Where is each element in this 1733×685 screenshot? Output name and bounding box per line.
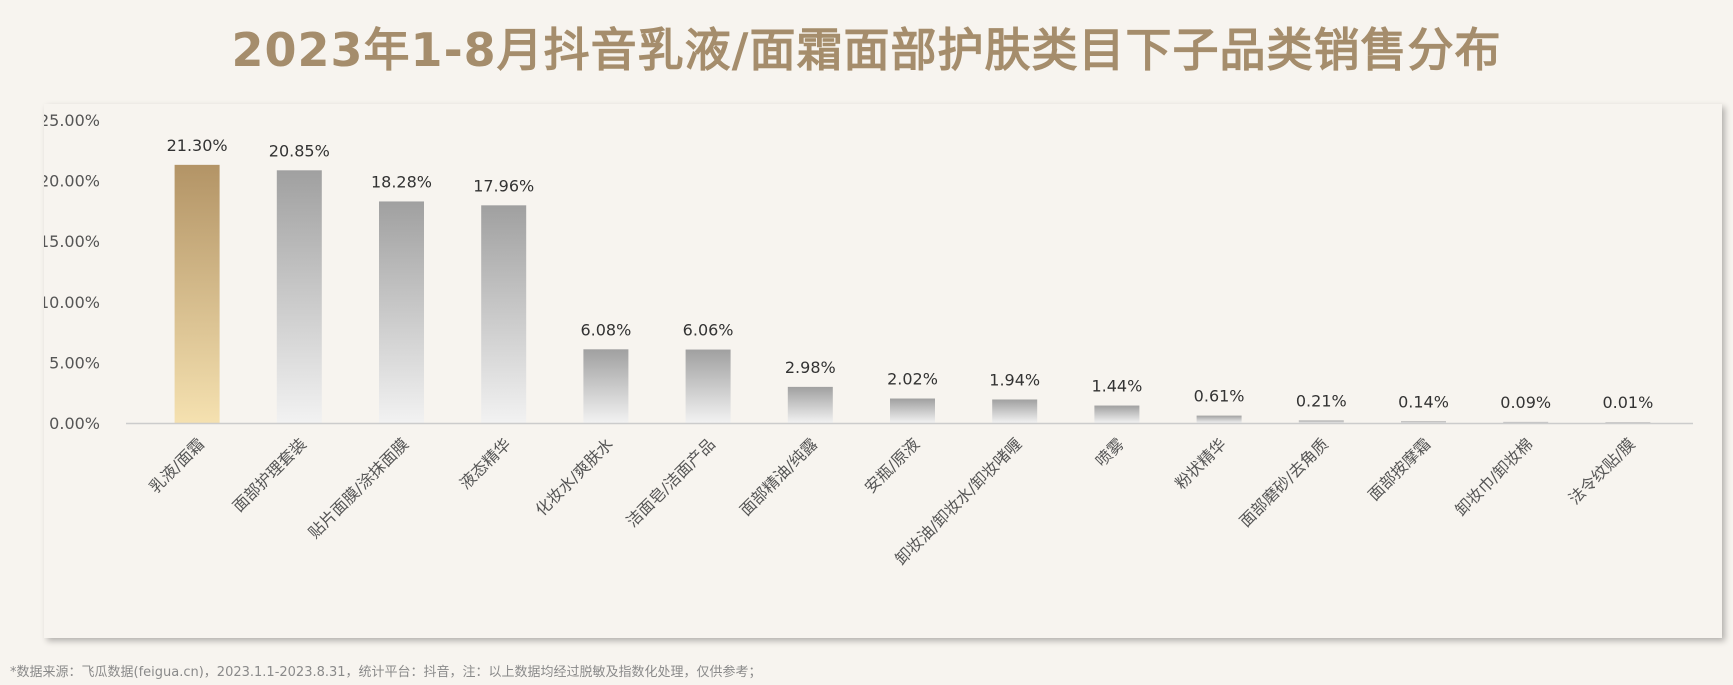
x-axis: 乳液/面霜 面部护理套装贴片面膜/涂抹面膜 液态精华 化妆水/爽肤水 洁面皂/洁面产品面… xyxy=(126,422,1693,569)
y-tick-label: 15.00% xyxy=(44,232,100,251)
data-label: 2.98% xyxy=(785,358,836,377)
bar xyxy=(583,349,629,423)
bar xyxy=(1298,420,1344,423)
data-labels: 21.30% 20.85% 18.28% 17.96% 6.08% 6.06% 2.98% 2… xyxy=(167,136,1654,412)
x-tick-label: 乳液/面霜 xyxy=(145,434,208,497)
data-label: 0.09% xyxy=(1500,393,1551,412)
data-label: 2.02% xyxy=(887,370,938,389)
x-tick-label: 喷雾 xyxy=(1092,434,1128,470)
data-label: 20.85% xyxy=(269,141,330,160)
x-tick-label: 面部精油/纯露 xyxy=(736,434,821,519)
data-label: 1.44% xyxy=(1091,377,1142,396)
bar xyxy=(1401,421,1446,423)
x-tick-label: 安瓶/原液 xyxy=(861,434,924,497)
data-label: 0.14% xyxy=(1398,392,1449,411)
bar xyxy=(992,399,1038,423)
data-label: 0.61% xyxy=(1194,387,1245,406)
bar xyxy=(481,205,527,423)
bar xyxy=(174,164,220,423)
y-tick-label: 5.00% xyxy=(49,353,100,372)
y-axis: 0.00% 5.00% 10.00% 15.00% 20.00% 25.00% xyxy=(44,111,100,433)
bar xyxy=(787,386,833,423)
x-tick-label: 面部磨砂/去角质 xyxy=(1236,434,1332,530)
data-label: 0.01% xyxy=(1602,393,1653,412)
x-tick-label: 法令纹贴/膜 xyxy=(1565,434,1639,508)
x-tick-label: 液态精华 xyxy=(456,434,515,493)
y-tick-label: 20.00% xyxy=(44,172,100,191)
bar xyxy=(1503,421,1549,423)
x-tick-label: 面部按摩霜 xyxy=(1364,434,1434,504)
bar xyxy=(685,349,731,423)
data-label: 6.06% xyxy=(683,321,734,340)
data-label: 21.30% xyxy=(167,136,228,155)
y-tick-label: 0.00% xyxy=(49,414,100,433)
data-label: 1.94% xyxy=(989,370,1040,389)
bars xyxy=(174,164,1651,423)
bar xyxy=(1094,405,1140,423)
data-label: 18.28% xyxy=(371,172,432,191)
x-tick-label: 洁面皂/洁面产品 xyxy=(622,434,718,530)
bar xyxy=(276,170,322,423)
data-label: 17.96% xyxy=(473,176,534,195)
x-tick-label: 面部护理套装 xyxy=(229,434,310,515)
data-label: 0.21% xyxy=(1296,391,1347,410)
bar-chart: 0.00% 5.00% 10.00% 15.00% 20.00% 25.00% 21.30… xyxy=(44,111,1693,569)
chart-title: 2023年1-8月抖音乳液/面霜面部护肤类目下子品类销售分布 xyxy=(231,23,1502,77)
x-tick-label: 卸妆巾/卸妆棉 xyxy=(1451,434,1536,519)
y-tick-label: 25.00% xyxy=(44,111,100,130)
bar xyxy=(890,398,935,423)
x-tick-label: 粉状精华 xyxy=(1171,434,1230,493)
chart-panel: 0.00% 5.00% 10.00% 15.00% 20.00% 25.00% 21.30… xyxy=(44,104,1722,638)
x-tick-label: 化妆水/爽肤水 xyxy=(532,434,617,519)
y-tick-label: 10.00% xyxy=(44,293,100,312)
data-label: 6.08% xyxy=(580,320,631,339)
x-tick-label: 贴片面膜/涂抹面膜 xyxy=(305,434,413,542)
footnote: *数据来源：飞瓜数据(feigua.cn)，2023.1.1-2023.8.31… xyxy=(10,665,762,680)
bar xyxy=(1196,415,1242,423)
bar xyxy=(379,201,424,423)
bar xyxy=(1605,422,1651,423)
